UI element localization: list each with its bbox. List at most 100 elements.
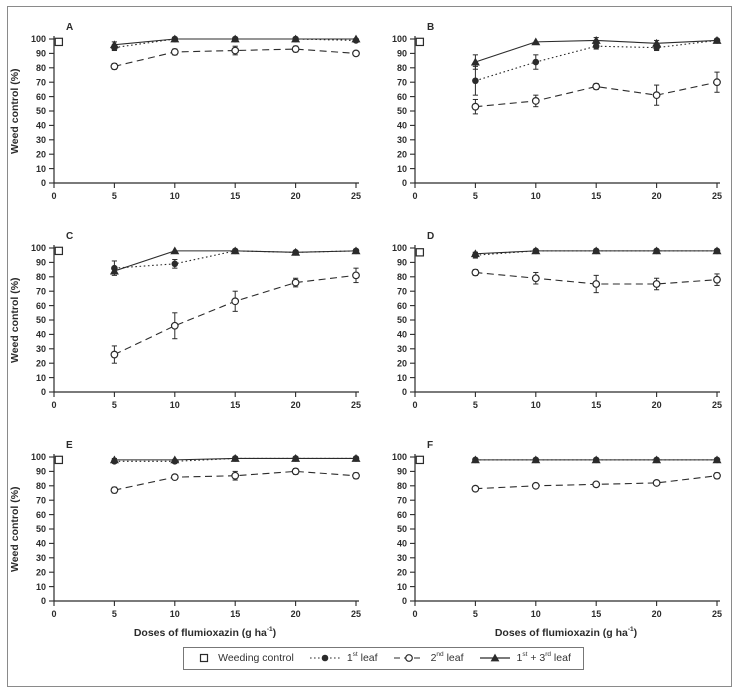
svg-text:60: 60 <box>397 301 407 311</box>
svg-text:25: 25 <box>351 400 361 410</box>
svg-text:0: 0 <box>41 596 46 606</box>
dashed-line-open-circle-marker-icon <box>393 654 424 662</box>
svg-text:90: 90 <box>397 467 407 477</box>
svg-text:40: 40 <box>397 539 407 549</box>
svg-text:70: 70 <box>397 286 407 296</box>
svg-text:100: 100 <box>392 452 407 462</box>
svg-text:60: 60 <box>397 510 407 520</box>
svg-text:10: 10 <box>397 373 407 383</box>
panel-E-chart: 0 10 20 30 40 50 60 70 80 90 100 0 5 10 15 20 25 E <box>31 440 361 619</box>
svg-text:90: 90 <box>36 258 46 268</box>
svg-text:10: 10 <box>170 609 180 619</box>
legend-box: Weeding control 1st leaf 2nd leaf <box>183 647 584 670</box>
svg-text:60: 60 <box>36 92 46 102</box>
svg-text:90: 90 <box>36 49 46 59</box>
panel-C: Weed control (%) 0 10 20 30 40 50 60 70 80 90 100 0 5… <box>8 222 369 422</box>
panel-F-chart: 0 10 20 30 40 50 60 70 80 90 100 0 5 10 15 20 25 F <box>392 440 722 619</box>
legend-item-first-third-leaf: 1st + 3rd leaf <box>479 650 571 664</box>
svg-text:15: 15 <box>230 191 240 201</box>
svg-text:20: 20 <box>36 567 46 577</box>
svg-text:20: 20 <box>291 400 301 410</box>
svg-text:5: 5 <box>112 191 117 201</box>
panel-D: 0 10 20 30 40 50 60 70 80 90 100 0 5 10 15 20 25 D <box>369 222 730 422</box>
solid-line-filled-triangle-marker-icon <box>479 653 510 662</box>
svg-text:30: 30 <box>397 344 407 354</box>
svg-text:25: 25 <box>351 191 361 201</box>
svg-text:70: 70 <box>397 77 407 87</box>
legend-item-second-leaf: 2nd leaf <box>393 650 464 664</box>
panel-E: Weed control (%) 0 10 20 30 40 50 60 70 80 90 100 0 5… <box>8 431 369 639</box>
svg-text:15: 15 <box>591 400 601 410</box>
svg-text:100: 100 <box>392 243 407 253</box>
svg-text:10: 10 <box>531 609 541 619</box>
panel-B: 0 10 20 30 40 50 60 70 80 90 100 0 5 10 15 20 25 B <box>369 13 730 213</box>
svg-text:25: 25 <box>712 400 722 410</box>
legend-label: Weeding control <box>218 652 294 664</box>
svg-text:40: 40 <box>397 121 407 131</box>
panel-D-chart: 0 10 20 30 40 50 60 70 80 90 100 0 5 10 15 20 25 D <box>392 231 722 410</box>
svg-text:50: 50 <box>36 524 46 534</box>
legend-label: 1st + 3rd leaf <box>516 650 571 664</box>
dotted-line-filled-circle-marker-icon <box>309 654 340 662</box>
y-axis-label: Weed control (%) <box>9 486 21 572</box>
svg-text:20: 20 <box>397 358 407 368</box>
legend-label: 2nd leaf <box>430 650 464 664</box>
svg-text:20: 20 <box>397 149 407 159</box>
svg-text:70: 70 <box>36 495 46 505</box>
svg-text:20: 20 <box>652 609 662 619</box>
legend-row: Weeding control 1st leaf 2nd leaf <box>8 647 731 670</box>
svg-text:20: 20 <box>652 400 662 410</box>
panel-A: Weed control (%) 0 10 20 30 40 50 60 70 80 90 100 0 5… <box>8 13 369 213</box>
panel-C-chart: 0 10 20 30 40 50 60 70 80 90 100 0 5 10 15 20 25 C <box>31 231 361 410</box>
svg-text:80: 80 <box>397 63 407 73</box>
svg-text:5: 5 <box>473 400 478 410</box>
svg-text:40: 40 <box>36 539 46 549</box>
svg-text:20: 20 <box>36 358 46 368</box>
svg-text:10: 10 <box>170 400 180 410</box>
svg-text:0: 0 <box>412 191 417 201</box>
svg-text:20: 20 <box>36 149 46 159</box>
panel-F: 0 10 20 30 40 50 60 70 80 90 100 0 5 10 15 20 25 F Doses o… <box>369 431 730 639</box>
x-axis-label: Doses of flumioxazin (g ha-1) <box>494 625 638 639</box>
svg-text:5: 5 <box>112 609 117 619</box>
svg-text:70: 70 <box>397 495 407 505</box>
svg-text:50: 50 <box>397 315 407 325</box>
svg-text:50: 50 <box>36 315 46 325</box>
legend-item-weeding-control: Weeding control <box>196 652 294 664</box>
svg-text:90: 90 <box>397 49 407 59</box>
svg-text:80: 80 <box>397 481 407 491</box>
svg-text:60: 60 <box>397 92 407 102</box>
svg-text:0: 0 <box>51 400 56 410</box>
y-axis-label: Weed control (%) <box>9 68 21 154</box>
svg-text:F: F <box>427 440 433 451</box>
panel-A-chart: 0 10 20 30 40 50 60 70 80 90 100 0 5 10 15 20 25 A <box>31 22 361 201</box>
svg-text:10: 10 <box>531 191 541 201</box>
svg-text:15: 15 <box>230 400 240 410</box>
svg-text:70: 70 <box>36 77 46 87</box>
svg-text:0: 0 <box>51 191 56 201</box>
panel-B-chart: 0 10 20 30 40 50 60 70 80 90 100 0 5 10 15 20 25 B <box>392 22 722 201</box>
svg-text:70: 70 <box>36 286 46 296</box>
svg-text:80: 80 <box>36 63 46 73</box>
svg-text:80: 80 <box>36 481 46 491</box>
svg-text:E: E <box>66 440 73 451</box>
svg-text:40: 40 <box>36 121 46 131</box>
svg-text:100: 100 <box>31 243 46 253</box>
svg-text:B: B <box>427 22 434 33</box>
svg-text:30: 30 <box>36 553 46 563</box>
svg-text:50: 50 <box>36 106 46 116</box>
svg-text:60: 60 <box>36 510 46 520</box>
svg-text:0: 0 <box>402 596 407 606</box>
open-square-marker-icon <box>200 653 209 663</box>
svg-text:30: 30 <box>36 135 46 145</box>
svg-text:0: 0 <box>51 609 56 619</box>
svg-text:15: 15 <box>230 609 240 619</box>
svg-text:5: 5 <box>473 191 478 201</box>
svg-text:0: 0 <box>412 609 417 619</box>
svg-text:100: 100 <box>31 34 46 44</box>
svg-text:C: C <box>66 231 73 242</box>
svg-text:20: 20 <box>291 191 301 201</box>
svg-text:50: 50 <box>397 106 407 116</box>
svg-text:20: 20 <box>291 609 301 619</box>
svg-text:0: 0 <box>41 178 46 188</box>
